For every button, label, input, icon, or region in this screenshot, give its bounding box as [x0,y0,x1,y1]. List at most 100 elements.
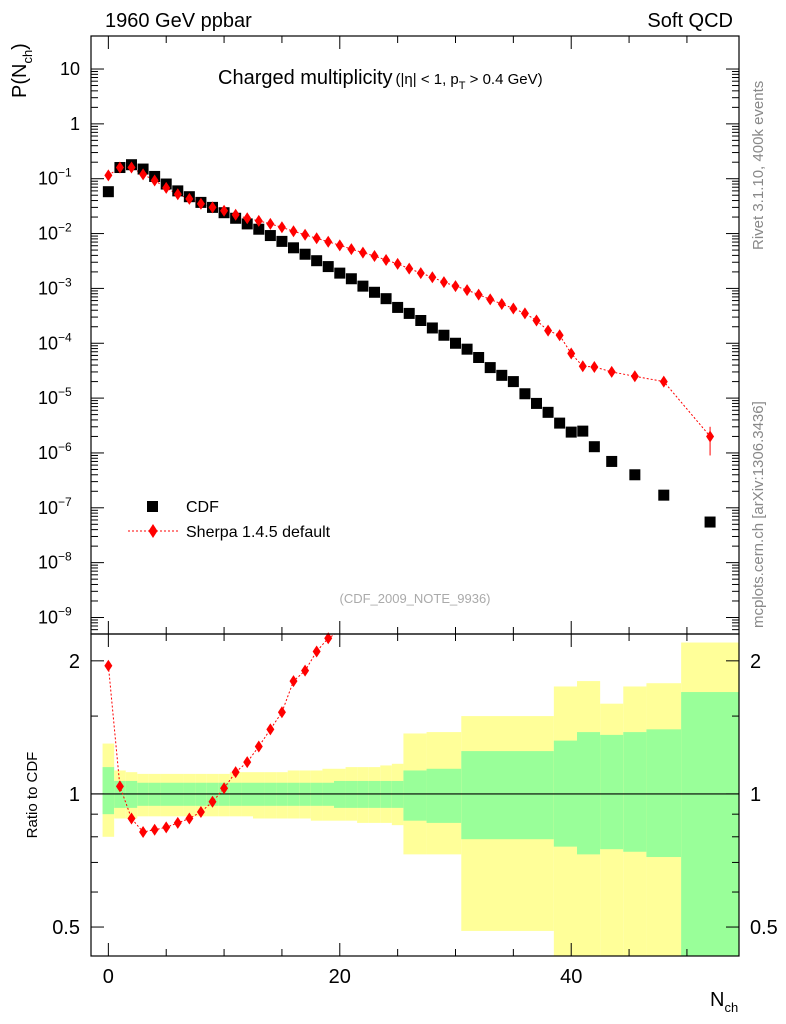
cdf-point [369,286,380,298]
cdf-point [311,255,323,267]
ratio-frame [90,633,740,957]
main-y-tick-label: 10−9 [38,604,72,627]
main-y-tick-label: 10−6 [38,440,72,463]
ratio-sherpa-point [173,816,182,829]
sherpa-point [254,214,263,227]
main-ylabel: P(Nch) [9,43,35,98]
main-y-tick-label: 10−8 [38,550,72,573]
cdf-point [542,406,554,418]
cdf-point [357,280,369,292]
cdf-point [415,314,427,326]
ratio-sherpa-point [266,723,275,736]
sherpa-point [115,161,124,174]
ratio-sherpa-point [220,782,229,795]
ratio-sherpa-point [185,812,194,825]
ratio-bands [91,642,739,956]
side-label-rivet: Rivet 3.1.10, 400k events [750,81,767,250]
sherpa-point [127,161,136,174]
sherpa-point [463,284,472,297]
ratio-x-tick-label: 20 [329,966,351,988]
sherpa-point [370,249,379,262]
ratio-band-inner [577,732,601,855]
ratio-band-inner [461,751,554,840]
ratio-y-tick-label: 1 [69,784,80,806]
cdf-point [299,248,311,260]
main-y-tick-label: 1 [70,114,80,134]
cdf-point [565,426,577,438]
sherpa-point [428,271,437,284]
x-axis-label: Nch [710,989,738,1015]
cdf-point [461,343,473,355]
main-y-tick-label: 10−5 [38,385,72,408]
sherpa-point [162,181,171,194]
ratio-band-inner [681,692,739,956]
cdf-point [629,469,641,481]
side-label-mcplots: mcplots.cern.ch [arXiv:1306.3436] [750,401,767,628]
sherpa-point [497,297,506,310]
ratio-sherpa-point [127,812,136,825]
sherpa-point [150,174,159,187]
main-y-tick-label: 10 [60,59,80,79]
ratio-band-inner [600,734,624,850]
sherpa-point [590,360,599,373]
sherpa-point [104,169,113,182]
sherpa-point [139,168,148,181]
ratio-band-inner [623,732,647,852]
cdf-point [288,242,299,254]
sherpa-point [231,208,240,221]
analysis-annotation: (CDF_2009_NOTE_9936) [339,591,490,606]
ratio-sherpa-point [162,821,171,834]
sherpa-point [289,225,298,238]
ratio-sherpa-point [196,806,205,819]
ratio-sherpa-point [277,706,286,719]
sherpa-point [578,360,587,373]
sherpa-point [173,188,182,201]
sherpa-point [358,246,367,259]
sherpa-point [266,217,275,230]
sherpa-point [312,232,321,245]
sherpa-point [243,212,252,225]
cdf-point [276,235,288,247]
ratio-band-inner [102,767,115,815]
ratio-series [104,632,336,839]
cdf-point [606,455,618,467]
cdf-point [345,273,357,285]
sherpa-point [208,201,217,214]
cdf-point [531,397,542,409]
legend-label-sherpa: Sherpa 1.4.5 default [186,524,331,541]
ratio-sherpa-point [150,823,159,836]
sherpa-point [393,257,402,270]
sherpa-point [451,280,460,293]
main-y-ticks: 10 1 10−1 10−2 10−3 10−4 10−5 10−6 10−7 10−8 10−9 [38,36,739,635]
ratio-x-tick-label: 40 [560,966,582,988]
header-right: Soft QCD [647,10,733,32]
ratio-sherpa-point [312,645,321,658]
ratio-sherpa-point [231,766,240,779]
ratio-x-tick-label: 0 [103,966,114,988]
sherpa-point [439,276,448,289]
ratio-sherpa-point [243,756,252,769]
ratio-y-tick-label-right: 2 [750,651,761,673]
sherpa-point [324,235,333,248]
ratio-sherpa-point [301,664,310,677]
ratio-y-tick-label-right: 1 [750,784,761,806]
legend: CDF Sherpa 1.4.5 default [128,499,331,541]
cdf-point [450,337,461,349]
main-y-tick-label: 10−4 [38,330,72,353]
ratio-y-tick-label: 2 [69,651,80,673]
sherpa-point [544,324,553,337]
ratio-sherpa-point [254,740,263,753]
ratio-sherpa-point [208,795,217,808]
sherpa-point [382,253,391,266]
sherpa-point [405,262,414,275]
main-y-tick-label: 10−1 [38,166,72,189]
cdf-point [484,362,496,374]
header-left: 1960 GeV ppbar [105,10,252,32]
legend-marker-sherpa [148,524,158,538]
sherpa-point [185,192,194,205]
sherpa-point [706,430,715,443]
cdf-point [380,293,392,305]
cdf-point [438,329,450,341]
ratio-ylabel: Ratio to CDF [24,752,41,839]
